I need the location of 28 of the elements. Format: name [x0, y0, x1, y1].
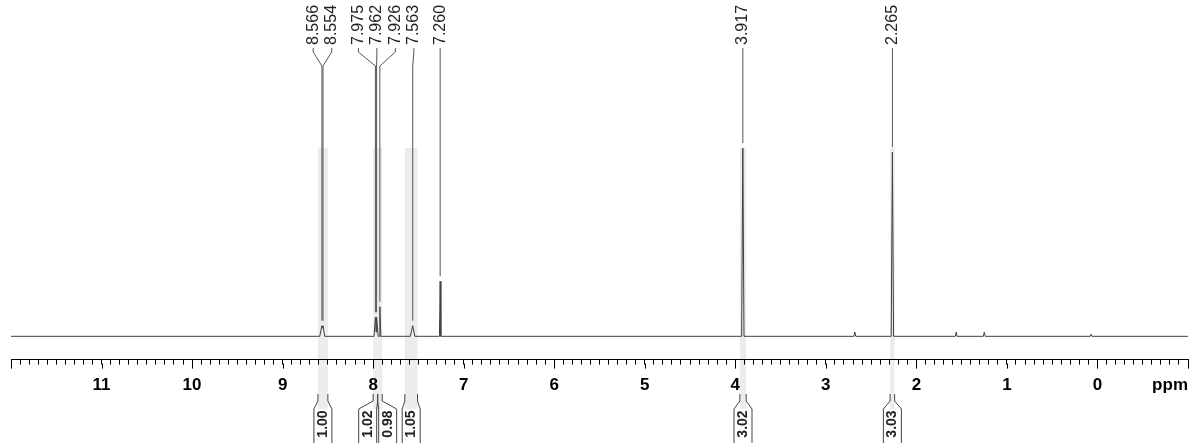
- annotation: 7.975: [348, 4, 366, 45]
- x-tick-label: 5: [640, 375, 650, 395]
- band-label: 3.02: [733, 410, 750, 438]
- x-tick-label: 1: [1002, 375, 1012, 395]
- annotation: 7.563: [404, 4, 422, 45]
- x-tick-label: 4: [730, 375, 741, 395]
- x-tick-label: 6: [549, 375, 559, 395]
- x-tick-label: 10: [182, 375, 202, 395]
- x-tick-label: 0: [1092, 375, 1103, 395]
- band-label: 3.03: [883, 410, 900, 438]
- x-tick-label: 11: [92, 375, 111, 395]
- annotation: 3.917: [733, 4, 751, 45]
- band-label: 1.05: [402, 410, 419, 438]
- annotation: 8.566: [303, 4, 321, 45]
- band-label: 1.00: [313, 410, 330, 438]
- x-axis-title: ppm: [1152, 375, 1188, 395]
- annotation: 7.926: [385, 4, 403, 45]
- annotation: 8.554: [322, 4, 340, 45]
- x-tick-label: 8: [368, 375, 378, 395]
- x-tick-label: 9: [277, 375, 288, 395]
- annotation: 7.260: [430, 4, 448, 45]
- x-tick-label: 7: [458, 375, 469, 395]
- band-label: 1.02: [358, 410, 375, 438]
- annotation: 7.962: [367, 4, 385, 45]
- band-label: 0.98: [378, 410, 395, 438]
- annotation: 2.265: [882, 4, 900, 45]
- x-tick-label: 3: [821, 375, 831, 395]
- x-tick-label: 2: [911, 375, 922, 395]
